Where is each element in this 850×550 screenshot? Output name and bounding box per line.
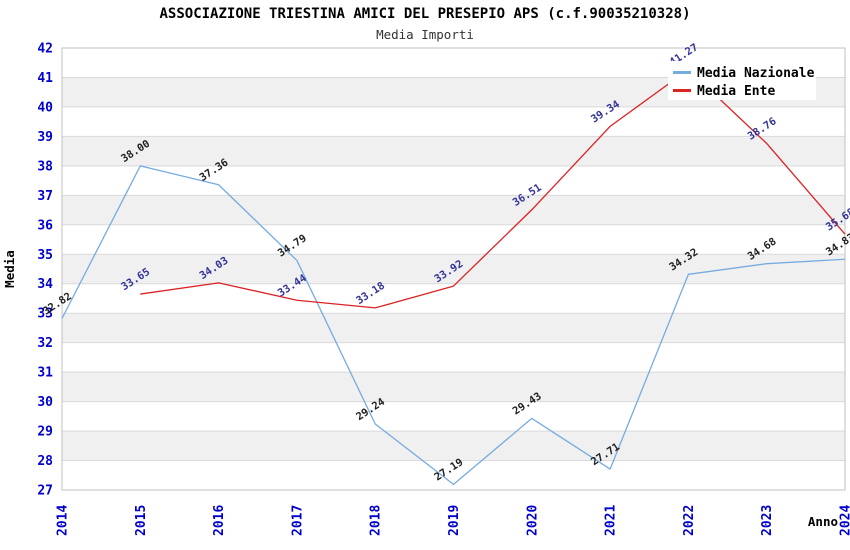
y-tick-label: 34 bbox=[37, 277, 53, 292]
series-line-media-nazionale bbox=[61, 165, 846, 486]
y-tick-label: 33 bbox=[37, 307, 53, 322]
plot-band bbox=[62, 283, 845, 314]
plot-band bbox=[62, 431, 845, 461]
y-tick-label: 28 bbox=[37, 454, 53, 469]
x-tick-label: 2021 bbox=[604, 505, 619, 536]
plot-band bbox=[62, 165, 845, 196]
y-tick-label: 35 bbox=[37, 248, 53, 263]
y-tick-label: 30 bbox=[37, 395, 53, 410]
x-tick-label: 2017 bbox=[290, 505, 305, 536]
legend-label-media-nazionale: Media Nazionale bbox=[697, 66, 815, 81]
x-tick-label: 2024 bbox=[839, 505, 850, 536]
plot-band bbox=[62, 106, 845, 137]
y-tick-label: 37 bbox=[37, 189, 53, 204]
x-tick-label: 2014 bbox=[56, 505, 71, 536]
y-tick-label: 29 bbox=[37, 425, 53, 440]
y-tick-label: 31 bbox=[37, 366, 53, 381]
y-tick-label: 42 bbox=[37, 42, 53, 57]
chart-title: ASSOCIAZIONE TRIESTINA AMICI DEL PRESEPI… bbox=[159, 6, 691, 22]
plot-band bbox=[62, 313, 845, 343]
y-tick-label: 36 bbox=[37, 218, 53, 233]
x-tick-label: 2018 bbox=[369, 505, 384, 536]
y-tick-label: 39 bbox=[37, 130, 53, 145]
legend-label-media-ente: Media Ente bbox=[697, 84, 775, 99]
y-tick-label: 40 bbox=[37, 100, 53, 115]
plot-band bbox=[62, 195, 845, 225]
y-tick-label: 32 bbox=[37, 336, 53, 351]
plot-band bbox=[62, 342, 845, 373]
y-tick-label: 41 bbox=[37, 71, 53, 86]
x-tick-label: 2016 bbox=[212, 505, 227, 536]
chart-subtitle: Media Importi bbox=[376, 27, 474, 42]
plot-band bbox=[62, 372, 845, 402]
x-tick-label: 2022 bbox=[682, 505, 697, 536]
series-line-media-ente bbox=[140, 68, 846, 309]
plot-band bbox=[62, 254, 845, 284]
plot-band bbox=[62, 224, 845, 255]
plot-band bbox=[62, 460, 845, 490]
plot-border bbox=[61, 47, 846, 491]
plot-band bbox=[62, 401, 845, 432]
legend bbox=[668, 61, 816, 100]
plot-band bbox=[62, 136, 845, 166]
x-tick-label: 2015 bbox=[134, 505, 149, 536]
y-tick-label: 38 bbox=[37, 159, 53, 174]
x-tick-label: 2020 bbox=[525, 505, 540, 536]
x-tick-label: 2023 bbox=[760, 505, 775, 536]
y-tick-label: 27 bbox=[37, 484, 53, 499]
x-axis-title: Anno bbox=[808, 514, 838, 529]
y-axis-title: Media bbox=[2, 250, 17, 288]
x-tick-label: 2019 bbox=[447, 505, 462, 536]
